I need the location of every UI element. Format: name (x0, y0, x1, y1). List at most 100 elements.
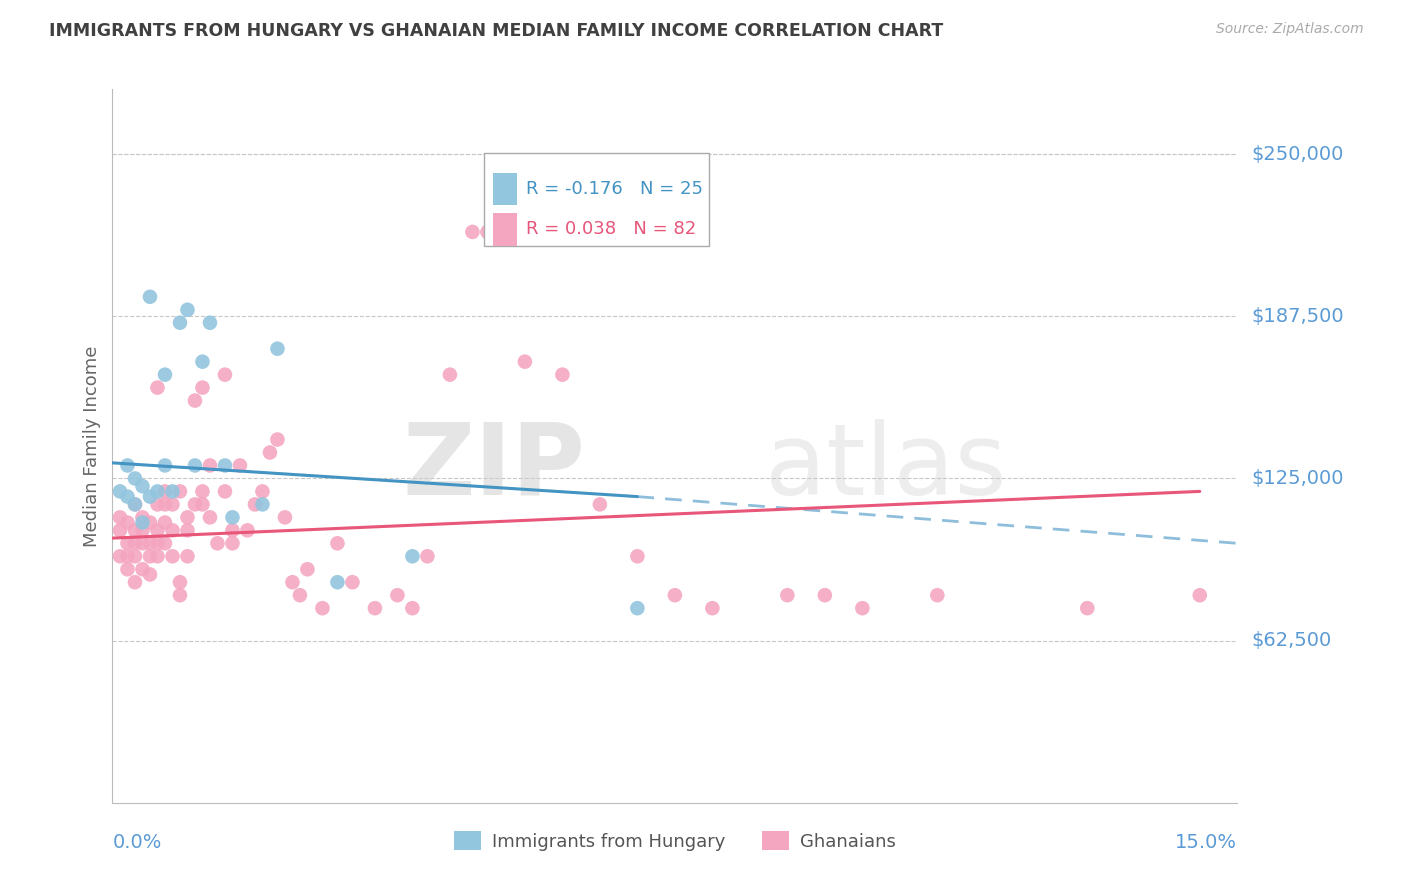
Point (184, 393, 207, 408)
Point (176, 302, 198, 317)
Point (252, 497, 274, 511)
Point (153, 458, 176, 473)
Point (124, 549, 146, 564)
Point (131, 516, 153, 530)
Text: $250,000: $250,000 (1251, 145, 1344, 163)
Point (191, 497, 214, 511)
Point (108, 524, 131, 538)
Point (551, 368, 574, 382)
Point (198, 458, 221, 473)
Point (229, 458, 252, 473)
Point (477, 225, 499, 239)
Point (198, 316, 221, 330)
Point (243, 497, 266, 511)
Point (274, 510, 297, 524)
Point (139, 490, 162, 504)
Point (139, 290, 162, 304)
Point (139, 516, 162, 530)
Point (153, 484, 176, 499)
Point (702, 601, 724, 615)
Text: 15.0%: 15.0% (1175, 833, 1237, 853)
Point (461, 225, 484, 239)
Point (266, 433, 288, 447)
Point (169, 575, 191, 590)
Point (146, 536, 169, 550)
Point (139, 536, 162, 550)
Point (191, 381, 214, 395)
Text: ZIP: ZIP (402, 419, 585, 516)
Point (153, 536, 176, 550)
Point (664, 588, 686, 602)
Point (117, 490, 139, 504)
Point (153, 497, 176, 511)
Point (266, 342, 288, 356)
Point (162, 549, 184, 564)
Point (117, 516, 139, 530)
Point (139, 549, 162, 564)
Point (236, 524, 259, 538)
Point (124, 575, 146, 590)
Text: Source: ZipAtlas.com: Source: ZipAtlas.com (1216, 22, 1364, 37)
Point (416, 549, 439, 564)
Point (146, 549, 169, 564)
Point (117, 536, 139, 550)
Point (117, 562, 139, 576)
Point (364, 601, 387, 615)
Text: R = 0.038   N = 82: R = 0.038 N = 82 (526, 220, 696, 238)
Point (184, 458, 207, 473)
Text: IMMIGRANTS FROM HUNGARY VS GHANAIAN MEDIAN FAMILY INCOME CORRELATION CHART: IMMIGRANTS FROM HUNGARY VS GHANAIAN MEDI… (49, 22, 943, 40)
Point (326, 536, 349, 550)
Point (297, 562, 319, 576)
Point (108, 549, 131, 564)
Text: $187,500: $187,500 (1251, 307, 1344, 326)
Point (927, 588, 949, 602)
Point (1188, 588, 1211, 602)
Point (162, 497, 184, 511)
Point (1076, 601, 1098, 615)
FancyBboxPatch shape (492, 213, 517, 245)
Point (153, 516, 176, 530)
Point (401, 549, 423, 564)
Text: R = -0.176   N = 25: R = -0.176 N = 25 (526, 179, 703, 198)
Point (589, 497, 612, 511)
Point (124, 471, 146, 485)
Point (169, 484, 191, 499)
Point (221, 510, 243, 524)
Point (169, 588, 191, 602)
Point (131, 479, 153, 493)
Point (108, 510, 131, 524)
Point (288, 588, 311, 602)
Point (198, 510, 221, 524)
Point (176, 524, 198, 538)
Point (117, 549, 139, 564)
Point (124, 536, 146, 550)
Point (146, 381, 169, 395)
Point (131, 524, 153, 538)
Point (124, 497, 146, 511)
Y-axis label: Median Family Income: Median Family Income (83, 345, 101, 547)
Point (131, 510, 153, 524)
Point (214, 458, 236, 473)
Point (513, 354, 536, 368)
Point (221, 524, 243, 538)
Point (626, 601, 648, 615)
Point (207, 536, 229, 550)
Point (131, 562, 153, 576)
Point (311, 601, 333, 615)
Point (153, 368, 176, 382)
Point (184, 497, 207, 511)
Point (281, 575, 304, 590)
Text: $125,000: $125,000 (1251, 469, 1344, 488)
Point (146, 497, 169, 511)
Point (146, 484, 169, 499)
Text: 0.0%: 0.0% (112, 833, 162, 853)
Point (387, 588, 409, 602)
Point (401, 601, 423, 615)
Point (214, 368, 236, 382)
Point (117, 458, 139, 473)
Point (191, 484, 214, 499)
Point (814, 588, 837, 602)
Point (162, 484, 184, 499)
Text: atlas: atlas (765, 419, 1007, 516)
Point (176, 549, 198, 564)
